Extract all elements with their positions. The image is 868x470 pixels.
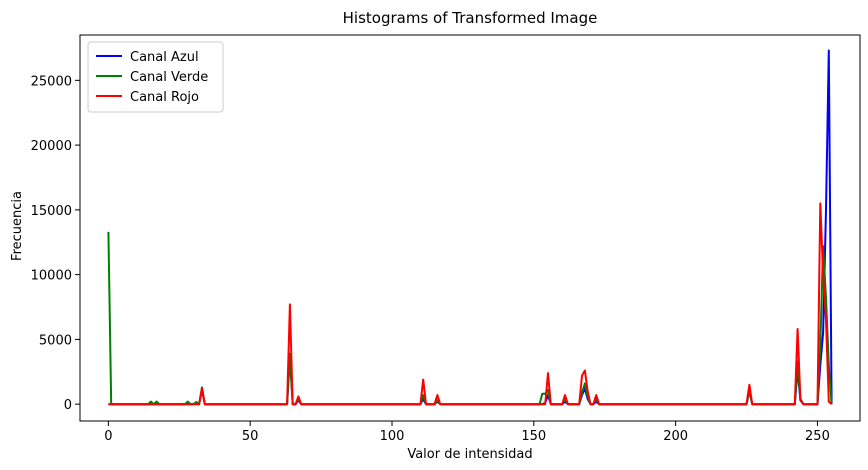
y-tick-label: 25000 bbox=[31, 74, 72, 89]
y-tick-label: 15000 bbox=[31, 204, 72, 219]
x-tick-label: 200 bbox=[663, 429, 688, 444]
x-tick-label: 150 bbox=[521, 429, 546, 444]
x-tick-label: 250 bbox=[805, 429, 830, 444]
x-tick-label: 0 bbox=[104, 429, 112, 444]
series-line-1 bbox=[107, 231, 833, 406]
y-tick-label: 20000 bbox=[31, 139, 72, 154]
legend-label-1: Canal Verde bbox=[130, 70, 208, 85]
legend-box bbox=[87, 41, 224, 113]
y-tick-label: 5000 bbox=[39, 333, 72, 348]
legend-label-2: Canal Rojo bbox=[130, 90, 199, 105]
plot-area: 0 50 100 150 200 250 0 5000 10000 15000 20000 25000… bbox=[31, 34, 861, 444]
y-tick-label: 10000 bbox=[31, 269, 72, 284]
x-axis-title: Valor de intensidad bbox=[407, 447, 532, 462]
y-tick-label: 0 bbox=[64, 398, 72, 413]
series-line-2 bbox=[108, 202, 833, 406]
plot-frame bbox=[79, 34, 861, 422]
x-tick-label: 50 bbox=[242, 429, 259, 444]
y-axis-title: Frecuencia bbox=[10, 191, 25, 261]
legend-label-0: Canal Azul bbox=[130, 50, 199, 65]
x-tick-label: 100 bbox=[380, 429, 405, 444]
chart-title: Histograms of Transformed Image bbox=[343, 9, 598, 27]
